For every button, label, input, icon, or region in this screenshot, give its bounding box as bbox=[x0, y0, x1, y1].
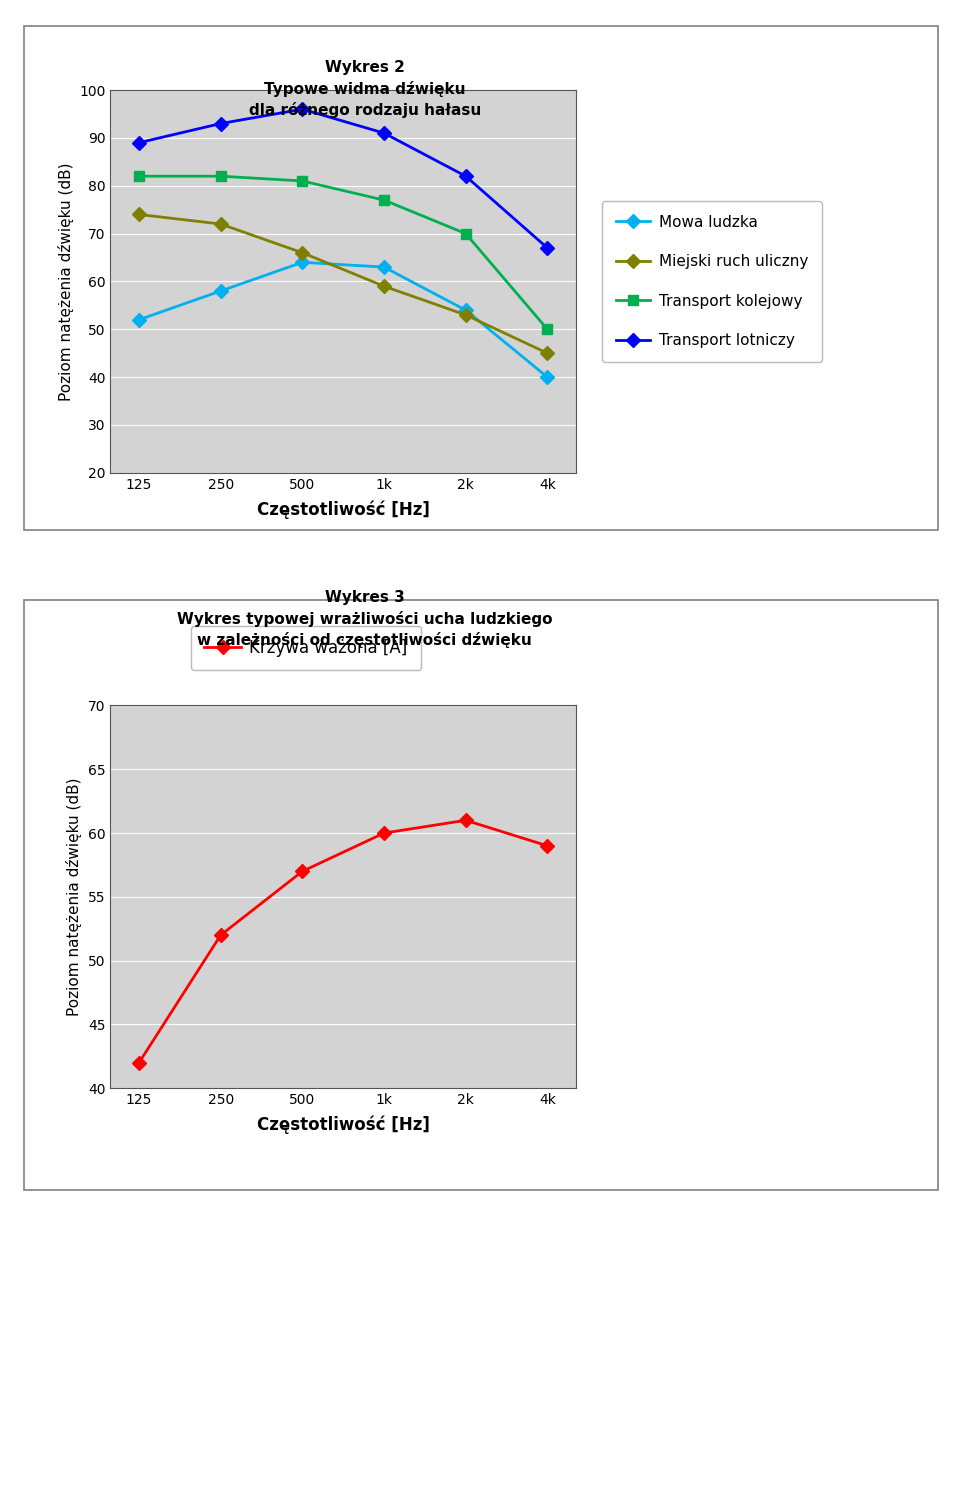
X-axis label: Częstotliwość [Hz]: Częstotliwość [Hz] bbox=[256, 1115, 430, 1133]
Legend: Mowa ludzka, Miejski ruch uliczny, Transport kolejowy, Transport lotniczy: Mowa ludzka, Miejski ruch uliczny, Trans… bbox=[602, 201, 822, 362]
Text: Wykres 3: Wykres 3 bbox=[324, 590, 405, 605]
Y-axis label: Poziom natężenia dźwięku (dB): Poziom natężenia dźwięku (dB) bbox=[58, 162, 74, 401]
Text: Wykres typowej wrażliwości ucha ludzkiego: Wykres typowej wrażliwości ucha ludzkieg… bbox=[177, 611, 553, 627]
Text: Wykres 2: Wykres 2 bbox=[324, 60, 405, 75]
X-axis label: Częstotliwość [Hz]: Częstotliwość [Hz] bbox=[256, 500, 430, 518]
Legend: Krzywa ważona [A]: Krzywa ważona [A] bbox=[191, 626, 420, 671]
Y-axis label: Poziom natężenia dźwięku (dB): Poziom natężenia dźwięku (dB) bbox=[66, 778, 83, 1016]
Text: w zależności od częstotliwości dźwięku: w zależności od częstotliwości dźwięku bbox=[198, 632, 532, 648]
Text: Typowe widma dźwięku: Typowe widma dźwięku bbox=[264, 81, 466, 98]
Text: dla różnego rodzaju hałasu: dla różnego rodzaju hałasu bbox=[249, 102, 481, 119]
